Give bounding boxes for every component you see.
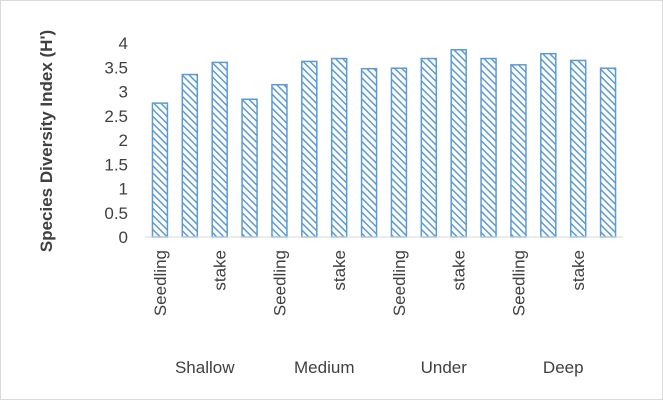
y-tick-label: 1 xyxy=(119,180,128,199)
y-tick-label: 2 xyxy=(119,131,128,150)
category-labels: Seedling stake Seedling stake Seedling stake S… xyxy=(151,250,588,316)
y-axis-ticks: 0 0.5 1 1.5 2 2.5 3 3.5 4 xyxy=(104,34,128,247)
bar xyxy=(569,59,587,238)
bar xyxy=(480,57,497,238)
bar xyxy=(330,57,348,238)
y-tick-label: 1.5 xyxy=(104,155,128,174)
bar xyxy=(241,98,258,238)
x-category-label: Seedling xyxy=(390,250,409,316)
bar xyxy=(420,57,438,238)
x-group-label: Shallow xyxy=(175,358,235,377)
x-group-label: Medium xyxy=(294,358,354,377)
y-axis-label: Species Diversity Index (H') xyxy=(37,30,56,252)
x-category-label: Seedling xyxy=(151,250,170,316)
y-tick-label: 0.5 xyxy=(104,204,128,223)
bar xyxy=(450,49,467,238)
bar xyxy=(301,60,318,238)
group-labels: Shallow Medium Under Deep xyxy=(175,358,584,377)
x-category-label: stake xyxy=(211,250,230,291)
bar xyxy=(540,52,557,238)
bar xyxy=(390,67,408,238)
x-category-label: stake xyxy=(569,250,588,291)
bar xyxy=(151,102,169,238)
y-tick-label: 4 xyxy=(119,34,128,53)
bar xyxy=(599,67,617,238)
x-group-label: Deep xyxy=(543,358,584,377)
y-tick-label: 2.5 xyxy=(104,107,128,126)
bar xyxy=(510,64,527,238)
x-category-label: Seedling xyxy=(270,250,289,316)
x-category-label: Seedling xyxy=(509,250,528,316)
y-tick-label: 3 xyxy=(119,83,128,102)
x-group-label: Under xyxy=(421,358,468,377)
bar xyxy=(211,61,228,238)
bar xyxy=(181,73,199,238)
x-category-label: stake xyxy=(450,250,469,291)
bar xyxy=(271,83,288,238)
bar xyxy=(360,67,378,238)
x-category-label: stake xyxy=(330,250,349,291)
bars xyxy=(151,49,617,238)
y-tick-label: 3.5 xyxy=(104,58,128,77)
y-tick-label: 0 xyxy=(119,228,128,247)
